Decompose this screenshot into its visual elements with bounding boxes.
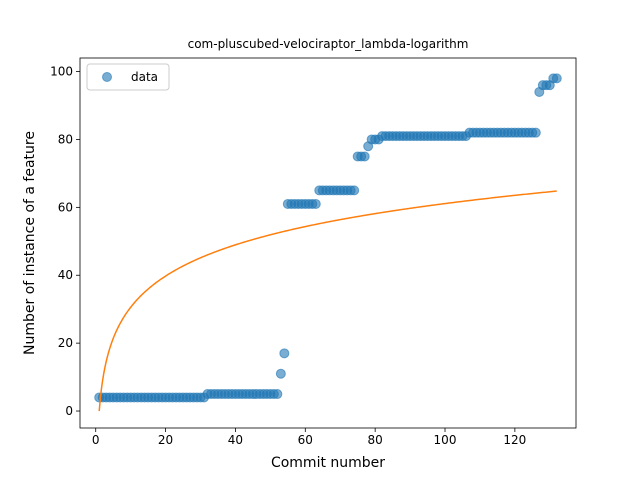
y-tick-label: 100 [50,65,73,79]
chart-title: com-pluscubed-velociraptor_lambda-logari… [188,37,469,51]
y-tick-label: 80 [58,132,73,146]
data-point [551,73,562,84]
x-tick-label: 0 [92,433,100,447]
y-tick-label: 0 [65,404,73,418]
data-point [272,389,283,400]
y-tick-label: 60 [58,200,73,214]
y-axis-label: Number of instance of a feature [22,131,38,355]
y-tick-label: 20 [58,336,73,350]
legend-label-data: data [131,70,158,84]
data-point [349,185,360,196]
legend: data [86,63,170,91]
x-tick-label: 40 [228,433,243,447]
data-point [530,127,541,138]
fit-line [98,190,557,412]
plot-background [80,58,576,428]
x-tick-label: 60 [298,433,313,447]
y-tick-label: 40 [58,268,73,282]
x-tick-label: 100 [434,433,457,447]
data-point [310,198,321,209]
axes-frame [79,57,577,429]
data-point [279,348,290,359]
data-point [359,151,370,162]
x-tick-label: 120 [503,433,526,447]
data-layer [94,73,562,412]
x-tick-label: 20 [158,433,173,447]
legend-marker-data [102,72,112,82]
legend-box [86,63,170,91]
x-axis-label: Commit number [271,455,385,471]
x-tick-label: 80 [368,433,383,447]
axes-layer: 0 20 40 60 80 100 120 0 20 40 60 80 100 [50,57,577,447]
data-point [275,368,286,379]
plot-area [80,58,576,428]
